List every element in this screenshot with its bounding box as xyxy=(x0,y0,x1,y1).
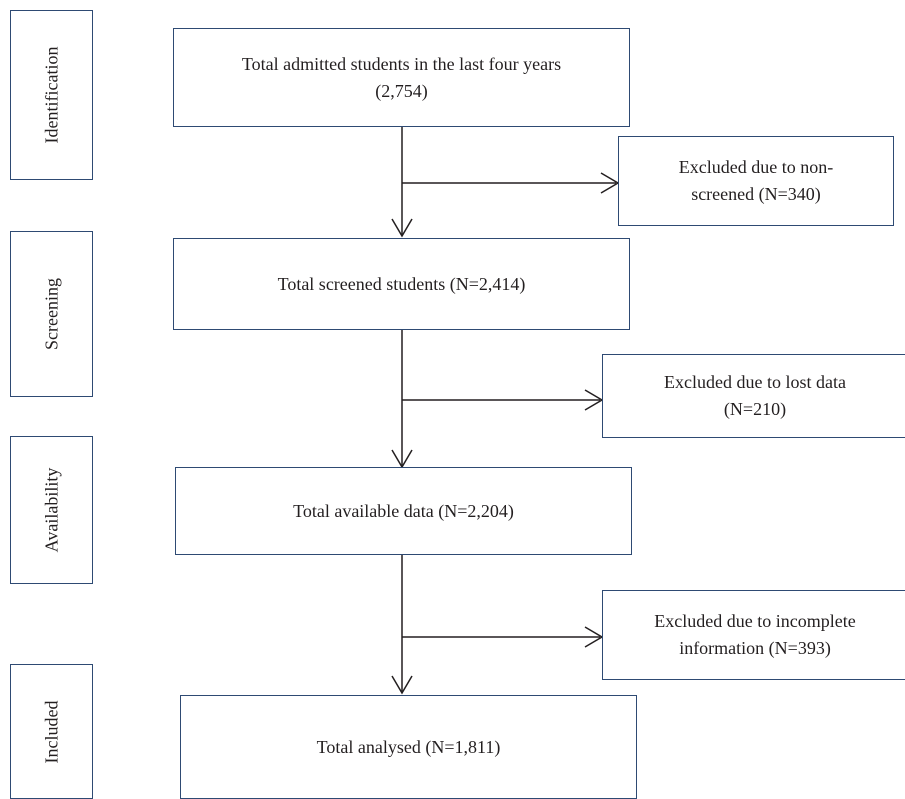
box-total-analysed: Total analysed (N=1,811) xyxy=(180,695,637,799)
arrowhead-down-screened xyxy=(391,218,413,238)
box-admitted-students-text: Total admitted students in the last four… xyxy=(241,53,562,101)
box-excluded-non-screened-text: Excluded due to non- screened (N=340) xyxy=(678,157,834,204)
box-screened-students: Total screened students (N=2,414) xyxy=(173,238,630,330)
stage-label-included: Included xyxy=(41,700,61,763)
box-available-data: Total available data (N=2,204) xyxy=(175,467,632,555)
box-excluded-incomplete-text: Excluded due to incomplete information (… xyxy=(654,611,856,658)
stage-label-screening: Screening xyxy=(41,278,61,350)
stage-screening: Screening xyxy=(10,231,93,397)
box-excluded-lost-data: Excluded due to lost data (N=210) xyxy=(602,354,905,438)
stage-label-identification: Identification xyxy=(41,46,61,144)
box-total-analysed-text: Total analysed (N=1,811) xyxy=(316,736,501,757)
stage-included: Included xyxy=(10,664,93,799)
arrowhead-down-analysed xyxy=(391,675,413,695)
stage-label-availability: Availability xyxy=(41,467,61,553)
box-excluded-incomplete: Excluded due to incomplete information (… xyxy=(602,590,905,680)
stage-availability: Availability xyxy=(10,436,93,584)
box-excluded-lost-data-text: Excluded due to lost data (N=210) xyxy=(664,372,846,419)
stage-identification: Identification xyxy=(10,10,93,180)
box-available-data-text: Total available data (N=2,204) xyxy=(293,500,514,521)
box-admitted-students: Total admitted students in the last four… xyxy=(173,28,630,127)
box-screened-students-text: Total screened students (N=2,414) xyxy=(277,273,526,294)
box-excluded-non-screened: Excluded due to non- screened (N=340) xyxy=(618,136,894,226)
